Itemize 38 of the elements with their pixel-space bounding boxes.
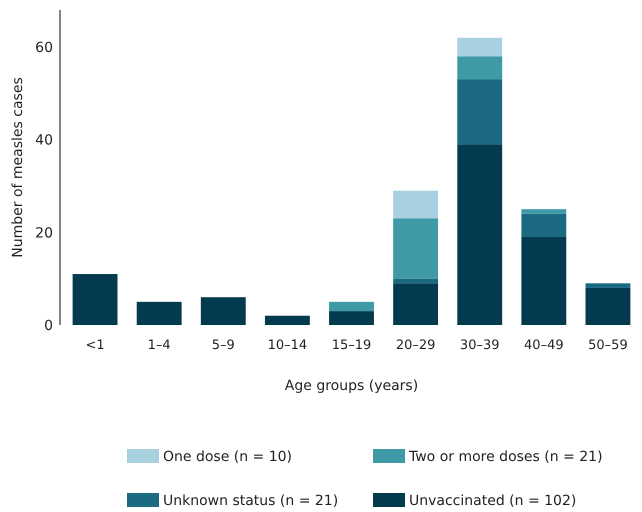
x-tick-label: 40–49: [524, 338, 564, 353]
bar: [72, 274, 118, 325]
x-tick-label: 15–19: [332, 338, 372, 353]
bar: [393, 190, 438, 218]
x-tick-label: 50–59: [588, 338, 628, 353]
y-tick-label: 40: [35, 132, 53, 149]
y-tick-label: 60: [35, 40, 53, 56]
x-tick-label: 5–9: [212, 338, 235, 353]
bar: [521, 209, 566, 214]
bar: [264, 316, 310, 325]
bar: [329, 302, 374, 312]
bar: [136, 302, 182, 325]
bar: [521, 236, 566, 325]
x-tick-label: <1: [85, 338, 105, 353]
bar: [521, 214, 566, 237]
bar: [329, 311, 374, 325]
x-tick-label: 30–39: [460, 338, 500, 353]
legend-label: Unknown status (n = 21): [163, 492, 338, 509]
bar: [457, 56, 502, 80]
legend-label: Two or more doses (n = 21): [408, 448, 603, 465]
y-tick-label: 20: [35, 225, 53, 242]
x-tick-label: 10–14: [268, 338, 308, 353]
x-axis-title: Age groups (years): [284, 378, 418, 394]
bar: [393, 283, 438, 325]
y-tick-label: 0: [44, 318, 53, 334]
bar: [200, 297, 246, 325]
x-tick-label: 20–29: [396, 338, 436, 353]
legend-label: One dose (n = 10): [163, 448, 292, 465]
bar: [393, 278, 438, 284]
bar: [457, 38, 502, 56]
x-tick-label: 1–4: [148, 338, 171, 353]
bar: [586, 283, 630, 288]
legend-label: Unvaccinated (n = 102): [409, 492, 576, 509]
y-axis-title: Number of measles cases: [10, 77, 26, 258]
bar: [457, 79, 502, 144]
bar: [457, 144, 502, 325]
bar: [393, 218, 438, 279]
bar: [586, 288, 630, 325]
